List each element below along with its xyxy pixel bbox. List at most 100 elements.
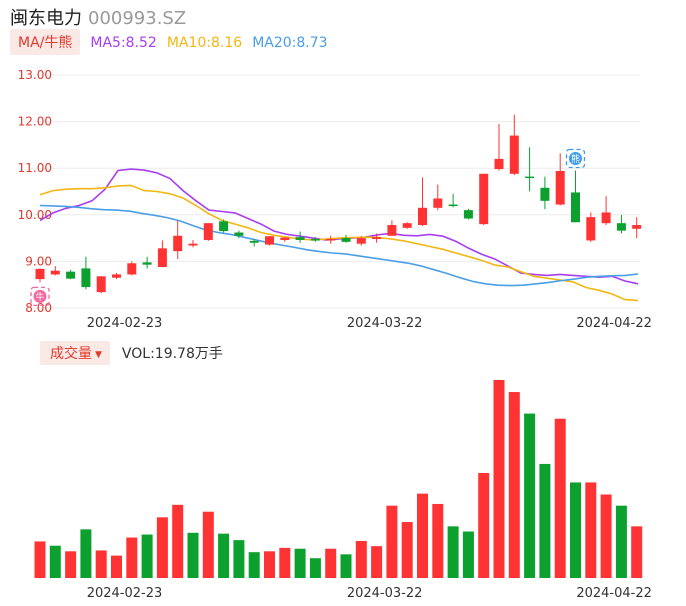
- candle-body: [66, 271, 76, 279]
- volume-bar: [218, 533, 230, 578]
- bear-badge-icon: [569, 152, 582, 166]
- candle-body: [463, 210, 473, 219]
- x-tick-label: 2024-04-22: [576, 316, 652, 331]
- volume-bar: [65, 551, 77, 578]
- candle-body: [219, 221, 229, 232]
- price-gridlines: [30, 74, 640, 309]
- candle-body: [127, 263, 137, 275]
- candle-body: [280, 237, 290, 240]
- candle-body: [50, 270, 60, 275]
- candle-body: [295, 237, 305, 240]
- y-tick-label: 10.00: [18, 208, 52, 222]
- candle-body: [35, 268, 45, 280]
- volume-bar: [447, 526, 459, 578]
- candle-body: [372, 237, 382, 240]
- volume-bar: [631, 526, 643, 578]
- candle-body: [402, 223, 412, 228]
- volume-bars: [34, 380, 643, 578]
- marker-label: 牛: [35, 291, 44, 303]
- volume-bar: [585, 482, 597, 578]
- volume-bar: [554, 418, 566, 578]
- volume-bar: [95, 550, 107, 578]
- volume-bar: [462, 531, 474, 578]
- y-tick-label: 11.00: [18, 161, 52, 175]
- price-x-axis: 2024-02-23 2024-03-22 2024-04-22: [87, 316, 652, 331]
- ma-indicator-selector[interactable]: MA/牛熊: [10, 29, 81, 55]
- volume-bar: [80, 529, 92, 578]
- caret-down-icon: ▼: [95, 350, 102, 360]
- ma-indicator-row: MA/牛熊 MA5:8.52 MA10:8.16 MA20:8.73: [10, 29, 328, 55]
- stock-title: 闽东电力 000993.SZ: [10, 4, 186, 30]
- volume-x-tick-label: 2024-03-22: [347, 586, 423, 601]
- volume-x-tick-label: 2024-04-22: [576, 586, 652, 601]
- volume-bar: [340, 554, 352, 578]
- y-tick-label: 13.00: [18, 68, 52, 82]
- ma10-line: [39, 184, 639, 302]
- volume-bar: [570, 482, 581, 578]
- volume-bar: [233, 540, 245, 578]
- volume-bar: [493, 380, 505, 578]
- candle-body: [234, 232, 244, 236]
- volume-bar: [49, 545, 61, 578]
- volume-bar: [141, 534, 153, 578]
- volume-tag-label: 成交量: [50, 346, 92, 362]
- volume-bar: [264, 551, 275, 578]
- volume-indicator-row: 成交量 ▼ VOL:19.78万手: [40, 341, 223, 365]
- ma5-value: MA5:8.52: [90, 35, 157, 51]
- x-tick-label: 2024-02-23: [87, 316, 163, 331]
- volume-bar: [202, 511, 214, 578]
- candle-body: [616, 223, 626, 231]
- ma20-value: MA20:8.73: [252, 35, 328, 51]
- signal-markers: 牛熊: [30, 148, 586, 307]
- volume-bar: [294, 548, 306, 578]
- bull-badge-icon: [33, 289, 47, 303]
- volume-bar: [126, 537, 138, 578]
- volume-bar: [325, 548, 337, 578]
- volume-indicator-selector[interactable]: 成交量 ▼: [40, 341, 110, 365]
- stock-name: 闽东电力: [10, 8, 82, 29]
- candle-body: [326, 239, 336, 241]
- volume-bar: [172, 504, 184, 578]
- candle-body: [586, 217, 596, 241]
- volume-bar: [478, 472, 490, 578]
- candle-body: [142, 262, 152, 265]
- price-y-axis: 8.00 9.00 10.00 11.00 12.00 13.00: [18, 68, 52, 315]
- x-tick-label: 2024-03-22: [347, 316, 423, 331]
- candle-body: [112, 274, 121, 278]
- candle-body: [203, 223, 213, 240]
- candle-body: [433, 198, 443, 208]
- volume-bar: [539, 463, 551, 578]
- volume-value: VOL:19.78万手: [121, 346, 223, 362]
- candle-body: [81, 268, 91, 288]
- volume-bar: [524, 413, 536, 578]
- volume-bar: [156, 517, 168, 578]
- candle-body: [571, 192, 580, 223]
- candle-body: [188, 243, 198, 246]
- candle-body: [540, 187, 550, 201]
- candle-body: [632, 225, 642, 229]
- candle-body: [494, 158, 504, 170]
- volume-bar: [187, 532, 199, 578]
- volume-bar: [508, 392, 520, 578]
- candle-body: [418, 207, 427, 226]
- candle-body: [265, 236, 274, 245]
- ma20-line: [39, 204, 639, 287]
- volume-bar: [279, 547, 291, 578]
- volume-bar: [615, 505, 627, 578]
- candle-body: [96, 276, 106, 293]
- candle-body: [387, 225, 397, 236]
- volume-x-axis: 2024-02-23 2024-03-22 2024-04-22: [87, 586, 652, 601]
- candlestick-series: [35, 114, 642, 294]
- volume-x-tick-label: 2024-02-23: [87, 586, 163, 601]
- volume-bar: [371, 546, 383, 578]
- y-tick-label: 12.00: [18, 115, 52, 129]
- stock-code: 000993.SZ: [88, 8, 187, 29]
- volume-bar: [34, 541, 46, 578]
- y-tick-label: 9.00: [25, 254, 52, 268]
- volume-bar: [309, 558, 321, 578]
- candle-body: [601, 212, 611, 224]
- marker-label: 熊: [571, 153, 580, 165]
- candle-body: [157, 248, 167, 267]
- volume-bar: [417, 493, 428, 578]
- volume-bar: [600, 494, 612, 578]
